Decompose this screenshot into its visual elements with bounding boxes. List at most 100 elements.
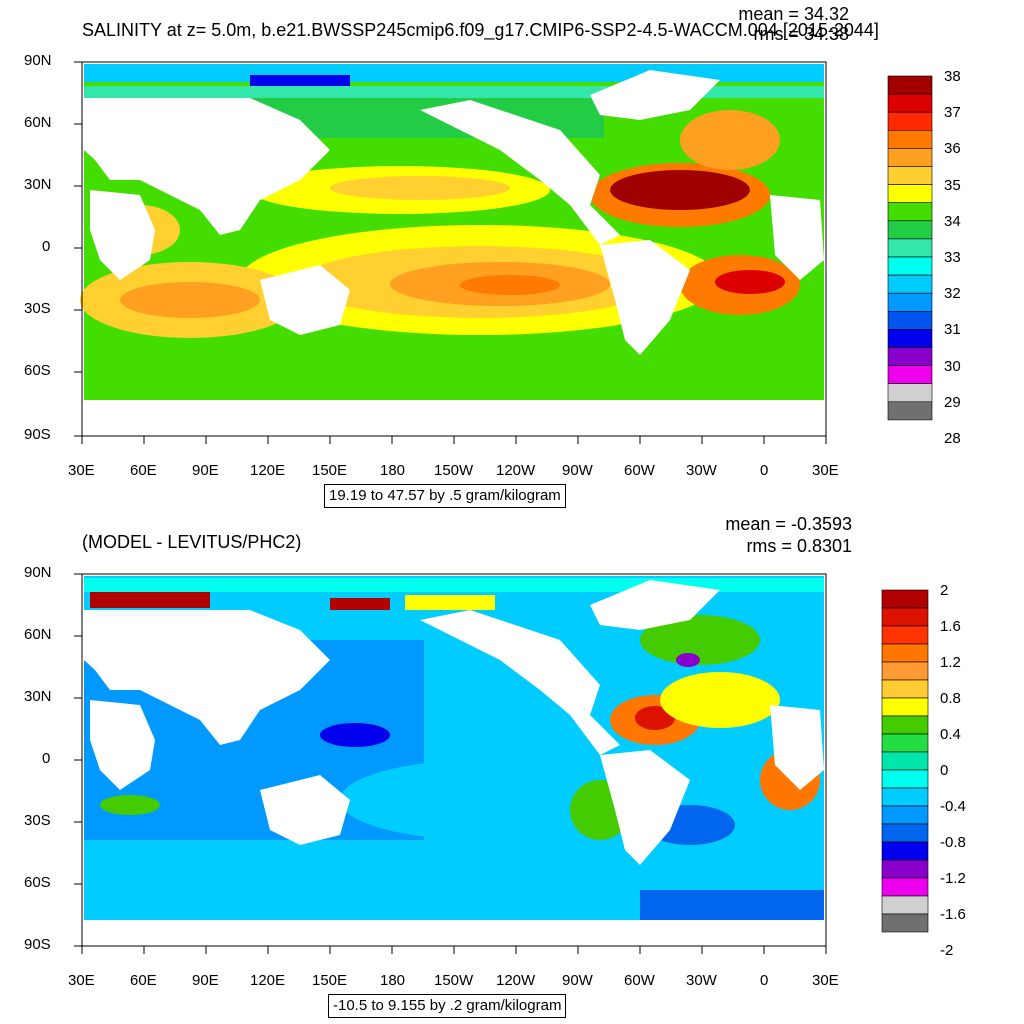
colorbar-swatch [881,697,929,717]
p2-lat-60n: 60N [24,626,52,643]
colorbar-swatch [881,877,929,897]
landmasses [84,70,824,436]
p1-lon-0: 30E [68,462,95,479]
p1-lat-60s: 60S [24,362,51,379]
p2-lon-8: 90W [562,972,593,989]
p2-lon-10: 30W [686,972,717,989]
p1-lon-10: 30W [686,462,717,479]
colorbar-swatch [887,365,933,385]
p2-lat-90n: 90N [24,564,52,581]
colorbar-label: 32 [944,285,961,303]
colorbar-swatch [887,256,933,276]
panel1-contour-note: 19.19 to 47.57 by .5 gram/kilogram [324,484,566,508]
p1-lon-1: 60E [130,462,157,479]
colorbar-label: 31 [944,321,961,339]
colorbar-swatch [887,184,933,204]
colorbar-swatch [887,292,933,312]
panel2-map [74,573,827,954]
panel1-mean: mean = 34.32 [738,4,849,24]
p2-lon-5: 180 [380,972,406,989]
panel2-title: (MODEL - LEVITUS/PHC2) [82,532,302,552]
p1-lat-30s: 30S [24,300,51,317]
colorbar-label: -1.2 [940,870,966,887]
p1-lon-6: 150W [434,462,474,479]
colorbar-label: 28 [944,430,961,447]
colorbar-swatch [887,329,933,348]
colorbar-swatch [887,111,933,131]
colorbar-swatch [881,607,929,627]
colorbar-swatch [887,148,933,167]
p2-lat-30s: 30S [24,812,51,829]
colorbar-swatch [887,75,933,95]
colorbar-swatch [887,238,933,258]
colorbar-label: 29 [944,393,961,411]
panel1-map [74,61,827,444]
colorbar-swatch [887,166,933,185]
colorbar-swatch [881,589,929,609]
colorbar-swatch [881,841,929,861]
panel1-rms: rms = 34.38 [753,24,849,44]
colorbar-swatch [881,661,929,681]
colorbar-label: 38 [944,68,961,85]
colorbar-swatch [881,679,929,699]
p1-lon-12: 30E [812,462,839,479]
p2-lon-6: 150W [434,972,474,989]
colorbar-swatch [887,130,933,149]
colorbar-swatch [881,823,929,843]
p2-lon-2: 90E [192,972,219,989]
colorbar-label: -0.4 [940,798,966,815]
colorbar-swatch [881,913,929,933]
colorbar-label: 0 [940,762,949,779]
p2-lon-4: 150E [312,972,348,989]
colorbar-swatch [881,769,929,789]
colorbar-swatch [887,220,933,240]
p1-lat-0: 0 [42,238,51,255]
p1-lon-11: 0 [760,462,769,479]
colorbar-label: 30 [944,357,961,375]
p1-lon-2: 90E [192,462,219,479]
colorbar-swatch [881,859,929,879]
p1-lon-9: 60W [624,462,655,479]
p1-lon-7: 120W [496,462,536,479]
colorbar-swatch [887,93,933,113]
panel2-colorbar [881,589,929,933]
p2-lon-9: 60W [624,972,655,989]
colorbar-swatch [887,347,933,366]
p1-lon-8: 90W [562,462,593,479]
p1-lon-4: 150E [312,462,348,479]
colorbar-swatch [881,805,929,825]
p1-lat-90n: 90N [24,52,52,69]
p1-lat-30n: 30N [24,176,52,193]
colorbar-label: 0.4 [940,726,961,743]
colorbar-swatch [881,643,929,663]
colorbar-swatch [887,202,933,222]
colorbar-label: 37 [944,104,961,122]
p1-lat-90s: 90S [24,426,51,443]
panel2-mean: mean = -0.3593 [725,514,852,534]
p1-lon-5: 180 [380,462,406,479]
colorbar-swatch [887,383,933,403]
colorbar-swatch [887,401,933,421]
colorbar-label: 2 [940,582,949,599]
colorbar-label: 36 [944,140,961,158]
colorbar-swatch [881,751,929,771]
colorbar-swatch [881,625,929,645]
p1-lon-3: 120E [250,462,286,479]
panel2-contour-note: -10.5 to 9.155 by .2 gram/kilogram [328,994,567,1018]
colorbar-label: -2 [940,942,954,959]
p2-lon-7: 120W [496,972,536,989]
colorbar-swatch [881,895,929,915]
colorbar-swatch [887,310,933,330]
p2-lon-3: 120E [250,972,286,989]
colorbar-label: 0.8 [940,690,961,707]
colorbar-swatch [881,733,929,753]
colorbar-label: -0.8 [940,834,966,851]
p1-lat-60n: 60N [24,114,52,131]
colorbar-label: 1.6 [940,618,961,635]
p2-lat-30n: 30N [24,688,52,705]
p2-lon-12: 30E [812,972,839,989]
colorbar-label: -1.6 [940,906,966,923]
colorbar-label: 1.2 [940,654,961,671]
p2-lon-1: 60E [130,972,157,989]
